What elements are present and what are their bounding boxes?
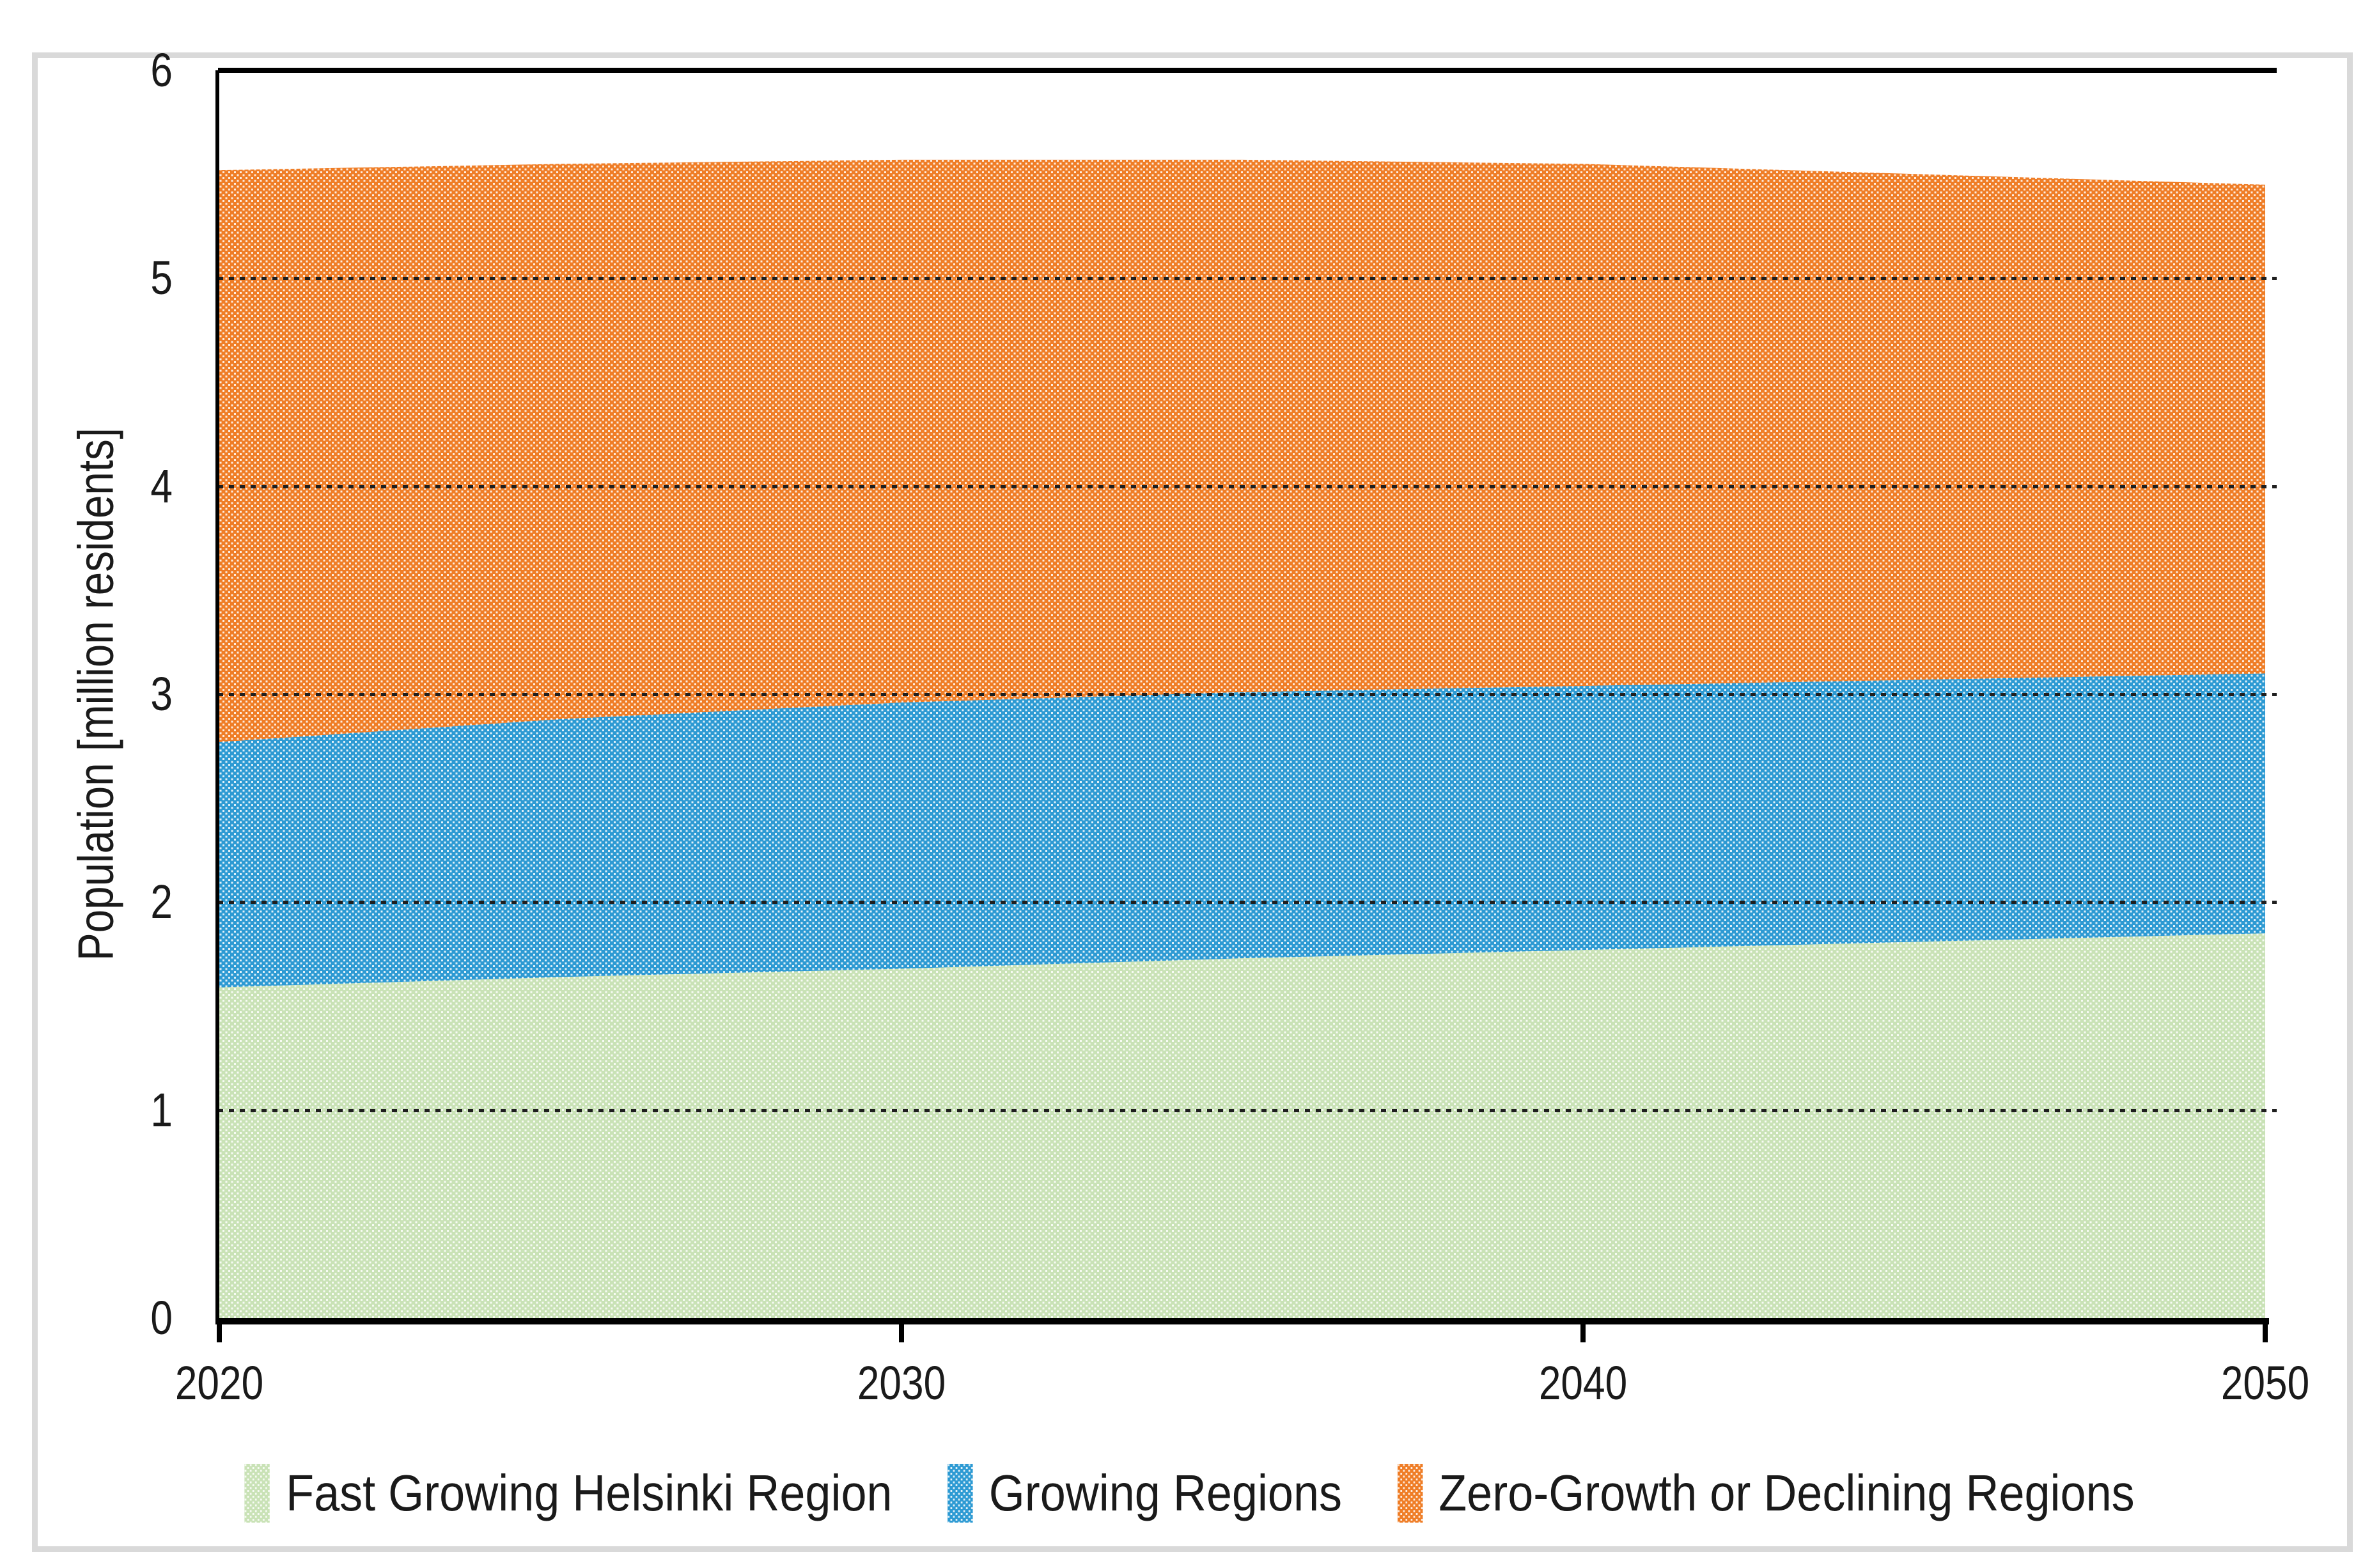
legend: Fast Growing Helsinki Region Growing Regi… [119,1461,2260,1525]
area-fast-growing-helsinki-region [219,933,2265,1318]
gridline-y-2 [218,901,2277,904]
area-zero-growth-or-declining-regions [219,159,2265,742]
x-tick-label-2030: 2030 [857,1356,946,1409]
x-tick-2050 [2263,1323,2268,1342]
gridline-y-1 [218,1108,2277,1112]
x-tick-2040 [1580,1323,1586,1342]
y-tick-label-0: 0 [150,1291,173,1344]
x-axis-line [215,1318,2269,1324]
legend-label-growing-regions: Growing Regions [988,1464,1342,1521]
plot-area [219,70,2265,1318]
legend-item-growing-regions: Growing Regions [947,1464,1342,1523]
y-tick-label-1: 1 [150,1083,173,1137]
area-growing-regions [219,673,2265,988]
legend-item-fast-growing-helsinki-region: Fast Growing Helsinki Region [244,1464,893,1523]
y-tick-label-6: 6 [150,43,173,97]
stacked-area-chart [219,159,2265,1318]
plot-top-border [218,68,2277,73]
x-tick-label-2020: 2020 [175,1356,264,1409]
x-tick-2020 [217,1323,222,1342]
x-tick-label-2040: 2040 [1539,1356,1628,1409]
legend-item-zero-growth-or-declining-regions: Zero-Growth or Declining Regions [1397,1464,2135,1523]
legend-swatch-growing-regions [947,1464,973,1523]
legend-swatch-fast-growing-helsinki-region [244,1464,270,1523]
y-tick-label-4: 4 [150,459,173,513]
y-tick-label-5: 5 [150,251,173,305]
x-tick-2030 [898,1323,904,1342]
gridline-y-3 [218,693,2277,696]
gridline-y-4 [218,485,2277,488]
gridline-y-5 [218,277,2277,281]
y-tick-label-2: 2 [150,875,173,929]
x-tick-label-2050: 2050 [2220,1356,2310,1409]
legend-label-zero-growth-or-declining-regions: Zero-Growth or Declining Regions [1439,1464,2135,1521]
y-axis-line [215,70,219,1318]
legend-label-fast-growing-helsinki-region: Fast Growing Helsinki Region [286,1464,893,1521]
y-tick-label-3: 3 [150,667,173,720]
legend-swatch-zero-growth-or-declining-regions [1397,1464,1423,1523]
